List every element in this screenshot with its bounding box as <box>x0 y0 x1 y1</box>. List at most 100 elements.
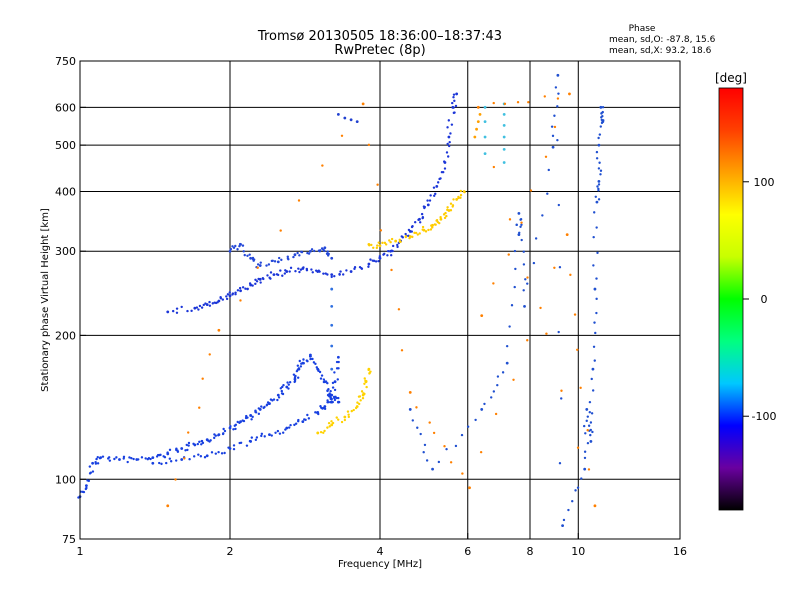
data-point <box>248 253 251 256</box>
data-point <box>186 448 189 452</box>
data-point <box>522 250 525 253</box>
data-point <box>367 265 370 268</box>
data-point <box>447 119 451 122</box>
grid-lines <box>80 61 680 539</box>
data-point <box>330 420 333 423</box>
data-point <box>591 389 595 392</box>
data-point <box>196 442 200 446</box>
data-point <box>272 273 276 277</box>
data-point <box>599 169 603 172</box>
data-point <box>343 418 347 422</box>
data-point <box>242 250 245 253</box>
data-point <box>219 296 222 299</box>
data-point <box>526 282 529 285</box>
series-5 <box>330 287 334 371</box>
data-point <box>277 396 281 399</box>
colorbar-tick-label: 100 <box>754 176 775 189</box>
data-point <box>586 415 589 418</box>
data-point <box>514 267 517 271</box>
data-point <box>446 126 449 129</box>
data-point <box>113 457 116 461</box>
data-point <box>386 254 389 257</box>
data-point <box>363 377 366 380</box>
data-point <box>316 431 320 435</box>
series-0 <box>77 353 340 499</box>
data-point <box>586 441 590 445</box>
data-point <box>502 135 506 139</box>
data-point <box>520 223 523 226</box>
data-point <box>266 274 269 277</box>
data-point <box>89 471 93 474</box>
data-point <box>285 385 289 389</box>
data-point <box>601 114 604 118</box>
data-point <box>260 405 263 408</box>
data-point <box>593 211 596 214</box>
data-point <box>551 134 555 138</box>
data-point <box>260 434 263 438</box>
data-point <box>318 270 321 273</box>
data-point <box>330 256 334 260</box>
data-point <box>265 403 269 406</box>
data-point <box>234 427 237 431</box>
data-point <box>214 452 218 455</box>
data-point <box>281 392 285 396</box>
data-point <box>238 242 242 246</box>
data-point <box>333 388 337 392</box>
data-point <box>454 444 458 448</box>
data-point <box>326 426 329 429</box>
data-point <box>452 198 455 201</box>
data-point <box>213 301 216 304</box>
data-point <box>319 405 322 408</box>
data-point <box>435 184 439 188</box>
data-point <box>174 478 177 481</box>
data-point <box>544 155 548 158</box>
data-point <box>376 183 379 186</box>
data-point <box>527 101 530 104</box>
data-point <box>319 377 323 380</box>
data-point <box>254 411 258 414</box>
data-point <box>483 402 486 406</box>
data-point <box>326 389 329 393</box>
data-point <box>452 106 455 109</box>
y-tick-label: 750 <box>55 55 76 68</box>
data-point <box>556 73 560 77</box>
data-point <box>298 270 301 274</box>
data-point <box>302 362 305 365</box>
data-point <box>175 447 178 450</box>
x-tick-label: 16 <box>673 545 687 558</box>
data-point <box>423 205 427 209</box>
data-point <box>202 303 205 307</box>
data-point <box>279 229 282 232</box>
x-tick-label: 2 <box>227 545 234 558</box>
data-point <box>434 223 437 226</box>
data-point <box>241 244 245 247</box>
data-point <box>256 263 260 266</box>
data-point <box>466 425 470 428</box>
data-point <box>327 252 330 256</box>
data-point <box>166 504 170 508</box>
data-point <box>307 252 311 255</box>
data-point <box>287 258 290 261</box>
data-point <box>384 243 388 246</box>
data-point <box>590 377 593 381</box>
data-point <box>186 309 189 313</box>
data-point <box>330 367 334 371</box>
data-point <box>180 305 183 309</box>
data-point <box>317 412 320 416</box>
x-tick-label: 8 <box>527 545 534 558</box>
series-6 <box>316 367 372 435</box>
data-point <box>270 434 273 437</box>
data-point <box>175 307 179 310</box>
data-point <box>278 432 282 435</box>
data-point <box>545 332 548 335</box>
data-point <box>553 114 556 117</box>
data-point <box>198 406 201 409</box>
data-point <box>358 395 362 398</box>
data-point <box>168 448 172 452</box>
data-point <box>597 187 600 191</box>
data-point <box>330 344 334 348</box>
data-point <box>338 272 341 276</box>
series-11 <box>408 73 605 528</box>
data-point <box>379 229 383 232</box>
y-tick-label: 75 <box>62 533 76 546</box>
